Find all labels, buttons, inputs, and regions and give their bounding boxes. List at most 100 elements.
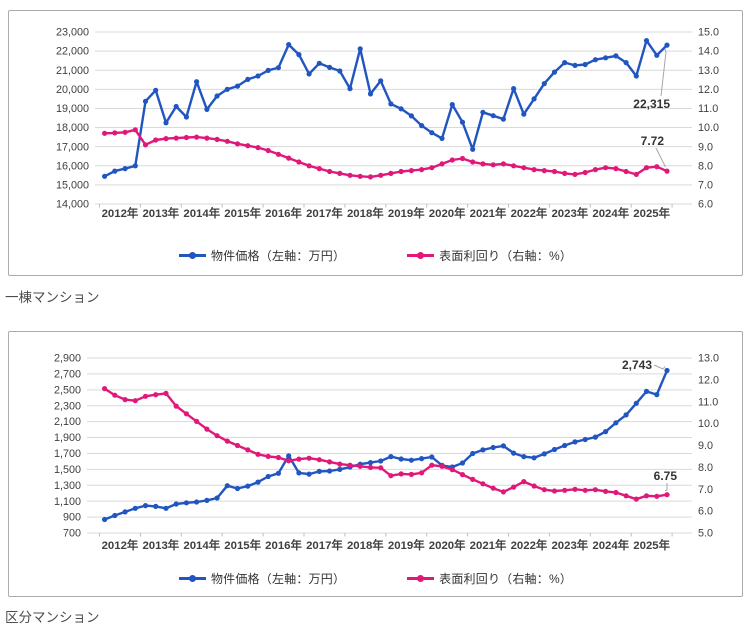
yield-series-legend-marker-icon [407,575,435,583]
svg-text:2024年: 2024年 [592,206,629,220]
svg-text:8.0: 8.0 [698,160,713,172]
svg-text:900: 900 [63,512,81,524]
section-label-unit: 区分マンション [5,610,100,625]
price-series-legend-marker-icon [178,252,206,260]
svg-text:2025年: 2025年 [633,538,670,552]
svg-text:12.0: 12.0 [698,84,719,96]
data-label-6.75: 6.75 [654,469,678,492]
legend-item-yield: 表面利回り（右軸：%） [407,570,572,587]
legend-label-price: 物件価格（左軸：万円） [210,572,346,586]
svg-text:2012年: 2012年 [102,538,139,552]
chart-panel-unit: 2,900 2,700 2,500 2,300 2,100 1,900 1,700 1,500… [8,331,743,597]
svg-text:2019年: 2019年 [388,206,425,220]
svg-text:15,000: 15,000 [56,179,89,191]
svg-text:20,000: 20,000 [56,84,89,96]
x-axis-labels: 2012年 2013年 2014年 2015年 2016年 2017年 2018年 2019年… [99,533,673,552]
svg-text:6.75: 6.75 [654,469,678,483]
chart-panel-building: 23,000 22,000 21,000 20,000 19,000 18,000 17,0… [8,10,743,276]
svg-text:2,900: 2,900 [54,353,81,365]
svg-text:2017年: 2017年 [306,538,343,552]
svg-text:1,700: 1,700 [54,448,81,460]
yield-series-legend-marker-icon [407,252,435,260]
svg-text:22,000: 22,000 [56,46,89,58]
svg-text:2021年: 2021年 [470,538,507,552]
svg-text:2014年: 2014年 [183,206,220,220]
svg-text:10.0: 10.0 [698,122,719,134]
yield-series-markers [102,127,670,180]
svg-text:2014年: 2014年 [183,538,220,552]
legend-label-price: 物件価格（左軸：万円） [210,249,346,263]
yield-series-line [103,128,669,179]
data-label-7.72: 7.72 [641,134,666,168]
right-axis-labels: 15.0 14.0 13.0 12.0 11.0 10.0 9.0 8.0 7.0 6.0 [698,27,719,211]
svg-text:6.0: 6.0 [698,199,713,211]
svg-text:21,000: 21,000 [56,65,89,77]
svg-text:8.0: 8.0 [698,462,713,474]
price-series-markers [102,38,670,179]
svg-text:2019年: 2019年 [388,538,425,552]
svg-text:1,100: 1,100 [54,496,81,508]
svg-text:2022年: 2022年 [511,206,548,220]
svg-text:17,000: 17,000 [56,141,89,153]
svg-text:1,300: 1,300 [54,480,81,492]
svg-text:9.0: 9.0 [698,440,713,452]
svg-text:700: 700 [63,528,81,540]
left-axis-labels: 2,900 2,700 2,500 2,300 2,100 1,900 1,700 1,500… [54,353,81,540]
price-series-line [103,369,669,521]
svg-text:2,500: 2,500 [54,384,81,396]
svg-text:18,000: 18,000 [56,122,89,134]
svg-text:2023年: 2023年 [551,206,588,220]
left-axis-labels: 23,000 22,000 21,000 20,000 19,000 18,000 17,0… [56,27,89,211]
svg-text:2025年: 2025年 [633,206,670,220]
yield-series-line [103,387,669,501]
svg-text:13.0: 13.0 [698,65,719,77]
building-chart-canvas: 23,000 22,000 21,000 20,000 19,000 18,000 17,0… [56,27,719,220]
svg-text:2017年: 2017年 [306,206,343,220]
svg-text:2023年: 2023年 [551,538,588,552]
legend-item-price: 物件価格（左軸：万円） [178,247,346,264]
svg-text:7.0: 7.0 [698,484,713,496]
svg-text:19,000: 19,000 [56,103,89,115]
svg-text:1,500: 1,500 [54,464,81,476]
svg-text:2,100: 2,100 [54,416,81,428]
svg-text:1,900: 1,900 [54,432,81,444]
svg-text:2016年: 2016年 [265,538,302,552]
svg-text:13.0: 13.0 [698,353,719,365]
right-axis-labels: 13.0 12.0 11.0 10.0 9.0 8.0 7.0 6.0 5.0 [698,353,719,540]
yield-series-markers [102,386,670,502]
svg-text:14.0: 14.0 [698,46,719,58]
svg-text:7.72: 7.72 [641,134,665,148]
svg-text:2022年: 2022年 [511,538,548,552]
data-label-2743: 2,743 [622,358,666,372]
svg-text:10.0: 10.0 [698,418,719,430]
svg-text:2020年: 2020年 [429,206,466,220]
svg-text:2012年: 2012年 [102,206,139,220]
price-series-legend-marker-icon [178,575,206,583]
svg-text:2,700: 2,700 [54,369,81,381]
svg-text:2015年: 2015年 [224,206,261,220]
svg-text:22,315: 22,315 [633,97,670,111]
svg-text:2020年: 2020年 [429,538,466,552]
svg-text:2013年: 2013年 [142,538,179,552]
svg-text:15.0: 15.0 [698,27,719,39]
svg-text:2013年: 2013年 [142,206,179,220]
legend-label-yield: 表面利回り（右軸：%） [439,572,573,586]
svg-text:6.0: 6.0 [698,506,713,518]
building-chart-legend: 物件価格（左軸：万円） 表面利回り（右軸：%） [9,247,742,264]
svg-text:9.0: 9.0 [698,141,713,153]
svg-text:16,000: 16,000 [56,160,89,172]
svg-text:2018年: 2018年 [347,538,384,552]
unit-chart-canvas: 2,900 2,700 2,500 2,300 2,100 1,900 1,700 1,500… [54,353,719,552]
legend-item-price: 物件価格（左軸：万円） [178,570,346,587]
legend-label-yield: 表面利回り（右軸：%） [439,249,573,263]
svg-text:23,000: 23,000 [56,27,89,39]
svg-text:14,000: 14,000 [56,199,89,211]
svg-text:2,743: 2,743 [622,358,652,372]
data-label-22315: 22,315 [633,48,670,111]
price-series-markers [102,367,670,523]
svg-text:2,300: 2,300 [54,400,81,412]
grid-lines [87,357,692,534]
unit-chart-legend: 物件価格（左軸：万円） 表面利回り（右軸：%） [9,570,742,587]
svg-text:7.0: 7.0 [698,179,713,191]
